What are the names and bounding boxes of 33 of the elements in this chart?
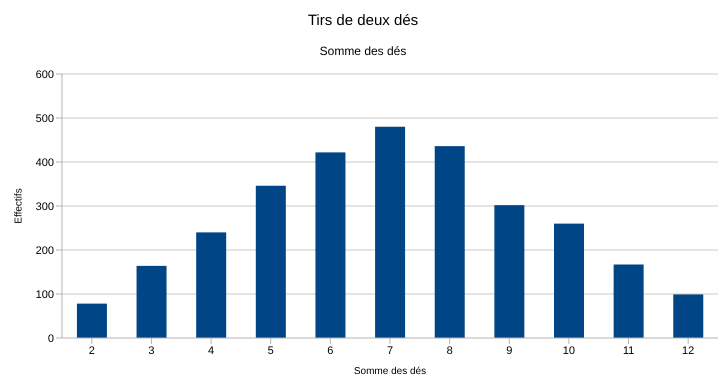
y-tick-label: 300: [36, 200, 54, 213]
chart-subtitle: Somme des dés: [318, 43, 408, 60]
bar: [375, 126, 406, 338]
x-axis-title: Somme des dés: [354, 366, 426, 377]
x-tick-label: 5: [268, 344, 274, 357]
bar: [673, 294, 704, 338]
y-tick-label: 500: [36, 112, 54, 125]
x-tick-label: 11: [622, 344, 634, 357]
y-tick-label: 600: [36, 68, 54, 81]
bar: [196, 232, 226, 338]
x-tick-label: 7: [386, 344, 394, 357]
x-tick-label: 8: [446, 344, 453, 357]
y-tick-label: 100: [36, 288, 54, 301]
x-tick-label: 6: [327, 344, 334, 357]
y-tick-label: 200: [36, 244, 54, 257]
x-tick-label: 4: [208, 344, 214, 357]
y-tick-label: 400: [36, 156, 54, 169]
y-axis-title: Effectifs: [14, 188, 25, 224]
x-tick-label: 3: [148, 344, 155, 357]
x-tick-label: 9: [506, 344, 512, 357]
x-tick-label: 10: [562, 344, 576, 357]
chart-title: Tirs de deux dés: [306, 11, 420, 31]
bar: [614, 264, 644, 338]
x-tick-label: 2: [88, 344, 95, 357]
y-tick-label: 0: [48, 332, 54, 345]
bar: [434, 146, 465, 338]
bar: [256, 186, 286, 338]
bar: [554, 224, 584, 338]
bar: [136, 266, 167, 338]
x-tick-label: 12: [682, 344, 694, 357]
bar: [315, 152, 346, 338]
bar: [494, 205, 524, 338]
bar: [76, 304, 107, 338]
